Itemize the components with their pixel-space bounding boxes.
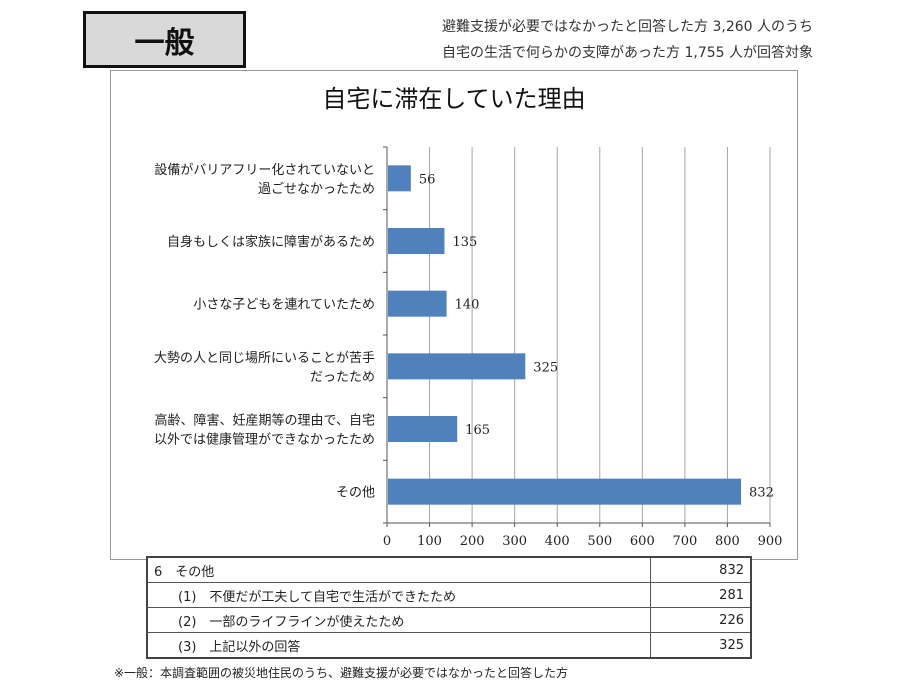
- chart-panel: 自宅に滞在していた理由 0 100 200 300 400 500 600 700 800 900…: [110, 70, 798, 560]
- x-tick-label: 800: [715, 534, 740, 549]
- x-tick-label: 700: [672, 534, 697, 549]
- category-label: 過ごせなかったため: [258, 181, 375, 197]
- category-label: その他: [336, 486, 375, 501]
- bar: [388, 416, 458, 442]
- data-label: 165: [465, 423, 490, 438]
- chart-title: 自宅に滞在していた理由: [322, 85, 586, 113]
- category-label: 自身もしくは家族に障害があるため: [167, 234, 375, 250]
- row-value: 325: [649, 632, 752, 659]
- row-label: 6 その他: [146, 556, 651, 583]
- bar: [388, 290, 447, 317]
- bar: [388, 165, 411, 192]
- respondent-note-line-1: 避難支援が必要ではなかったと回答した方 3,260 人のうち: [442, 19, 813, 35]
- category-label: 高齢、障害、妊産期等の理由で、自宅: [155, 413, 375, 429]
- table-row: 6 その他 832: [146, 556, 752, 583]
- respondent-note-line-2: 自宅の生活で何らかの支障があった方 1,755 人が回答対象: [442, 45, 813, 61]
- x-tick-label: 100: [417, 534, 442, 549]
- respondent-note: 避難支援が必要ではなかったと回答した方 3,260 人のうち 自宅の生活で何らか…: [442, 14, 813, 66]
- row-value: 281: [649, 582, 752, 608]
- data-label: 56: [419, 172, 436, 187]
- x-tick-label: 600: [630, 534, 655, 549]
- data-label: 135: [452, 235, 477, 250]
- category-label: だったため: [310, 370, 375, 385]
- x-tick-label: 900: [758, 534, 783, 549]
- row-value: 226: [649, 607, 752, 633]
- category-label: 大勢の人と同じ場所にいることが苦手: [154, 350, 375, 366]
- category-label: 小さな子どもを連れていたため: [193, 298, 375, 313]
- table-row: (2) 一部のライフラインが使えたため 226: [146, 607, 752, 633]
- data-label: 140: [455, 298, 480, 313]
- x-tick-label: 0: [383, 534, 391, 549]
- x-tick-label: 200: [460, 534, 485, 549]
- other-breakdown-table: 6 その他 832 (1) 不便だが工夫して自宅で生活ができたため 281 (2…: [146, 556, 752, 659]
- row-label: (1) 不便だが工夫して自宅で生活ができたため: [146, 582, 651, 608]
- x-tick-label: 400: [545, 534, 570, 549]
- row-value: 832: [649, 556, 752, 583]
- bar-chart: 0 100 200 300 400 500 600 700 800 900 56 設備がバリアフリー化…: [154, 146, 783, 549]
- table-row: (3) 上記以外の回答 325: [146, 632, 752, 659]
- bar: [388, 228, 445, 254]
- bar: [388, 478, 742, 505]
- table-row: (1) 不便だが工夫して自宅で生活ができたため 281: [146, 582, 752, 608]
- x-tick-label: 500: [587, 534, 612, 549]
- category-label: 設備がバリアフリー化されていないと: [154, 162, 375, 178]
- data-label: 325: [533, 360, 558, 375]
- footnote: ※一般：本調査範囲の被災地住民のうち、避難支援が必要ではなかったと回答した方: [114, 666, 569, 680]
- row-label: (3) 上記以外の回答: [146, 632, 651, 659]
- category-label: 以外では健康管理ができなかったため: [154, 432, 375, 448]
- row-label: (2) 一部のライフラインが使えたため: [146, 607, 651, 633]
- x-tick-label: 300: [502, 534, 527, 549]
- bar: [388, 353, 526, 380]
- category-badge: 一般: [83, 11, 246, 68]
- data-label: 832: [749, 486, 774, 501]
